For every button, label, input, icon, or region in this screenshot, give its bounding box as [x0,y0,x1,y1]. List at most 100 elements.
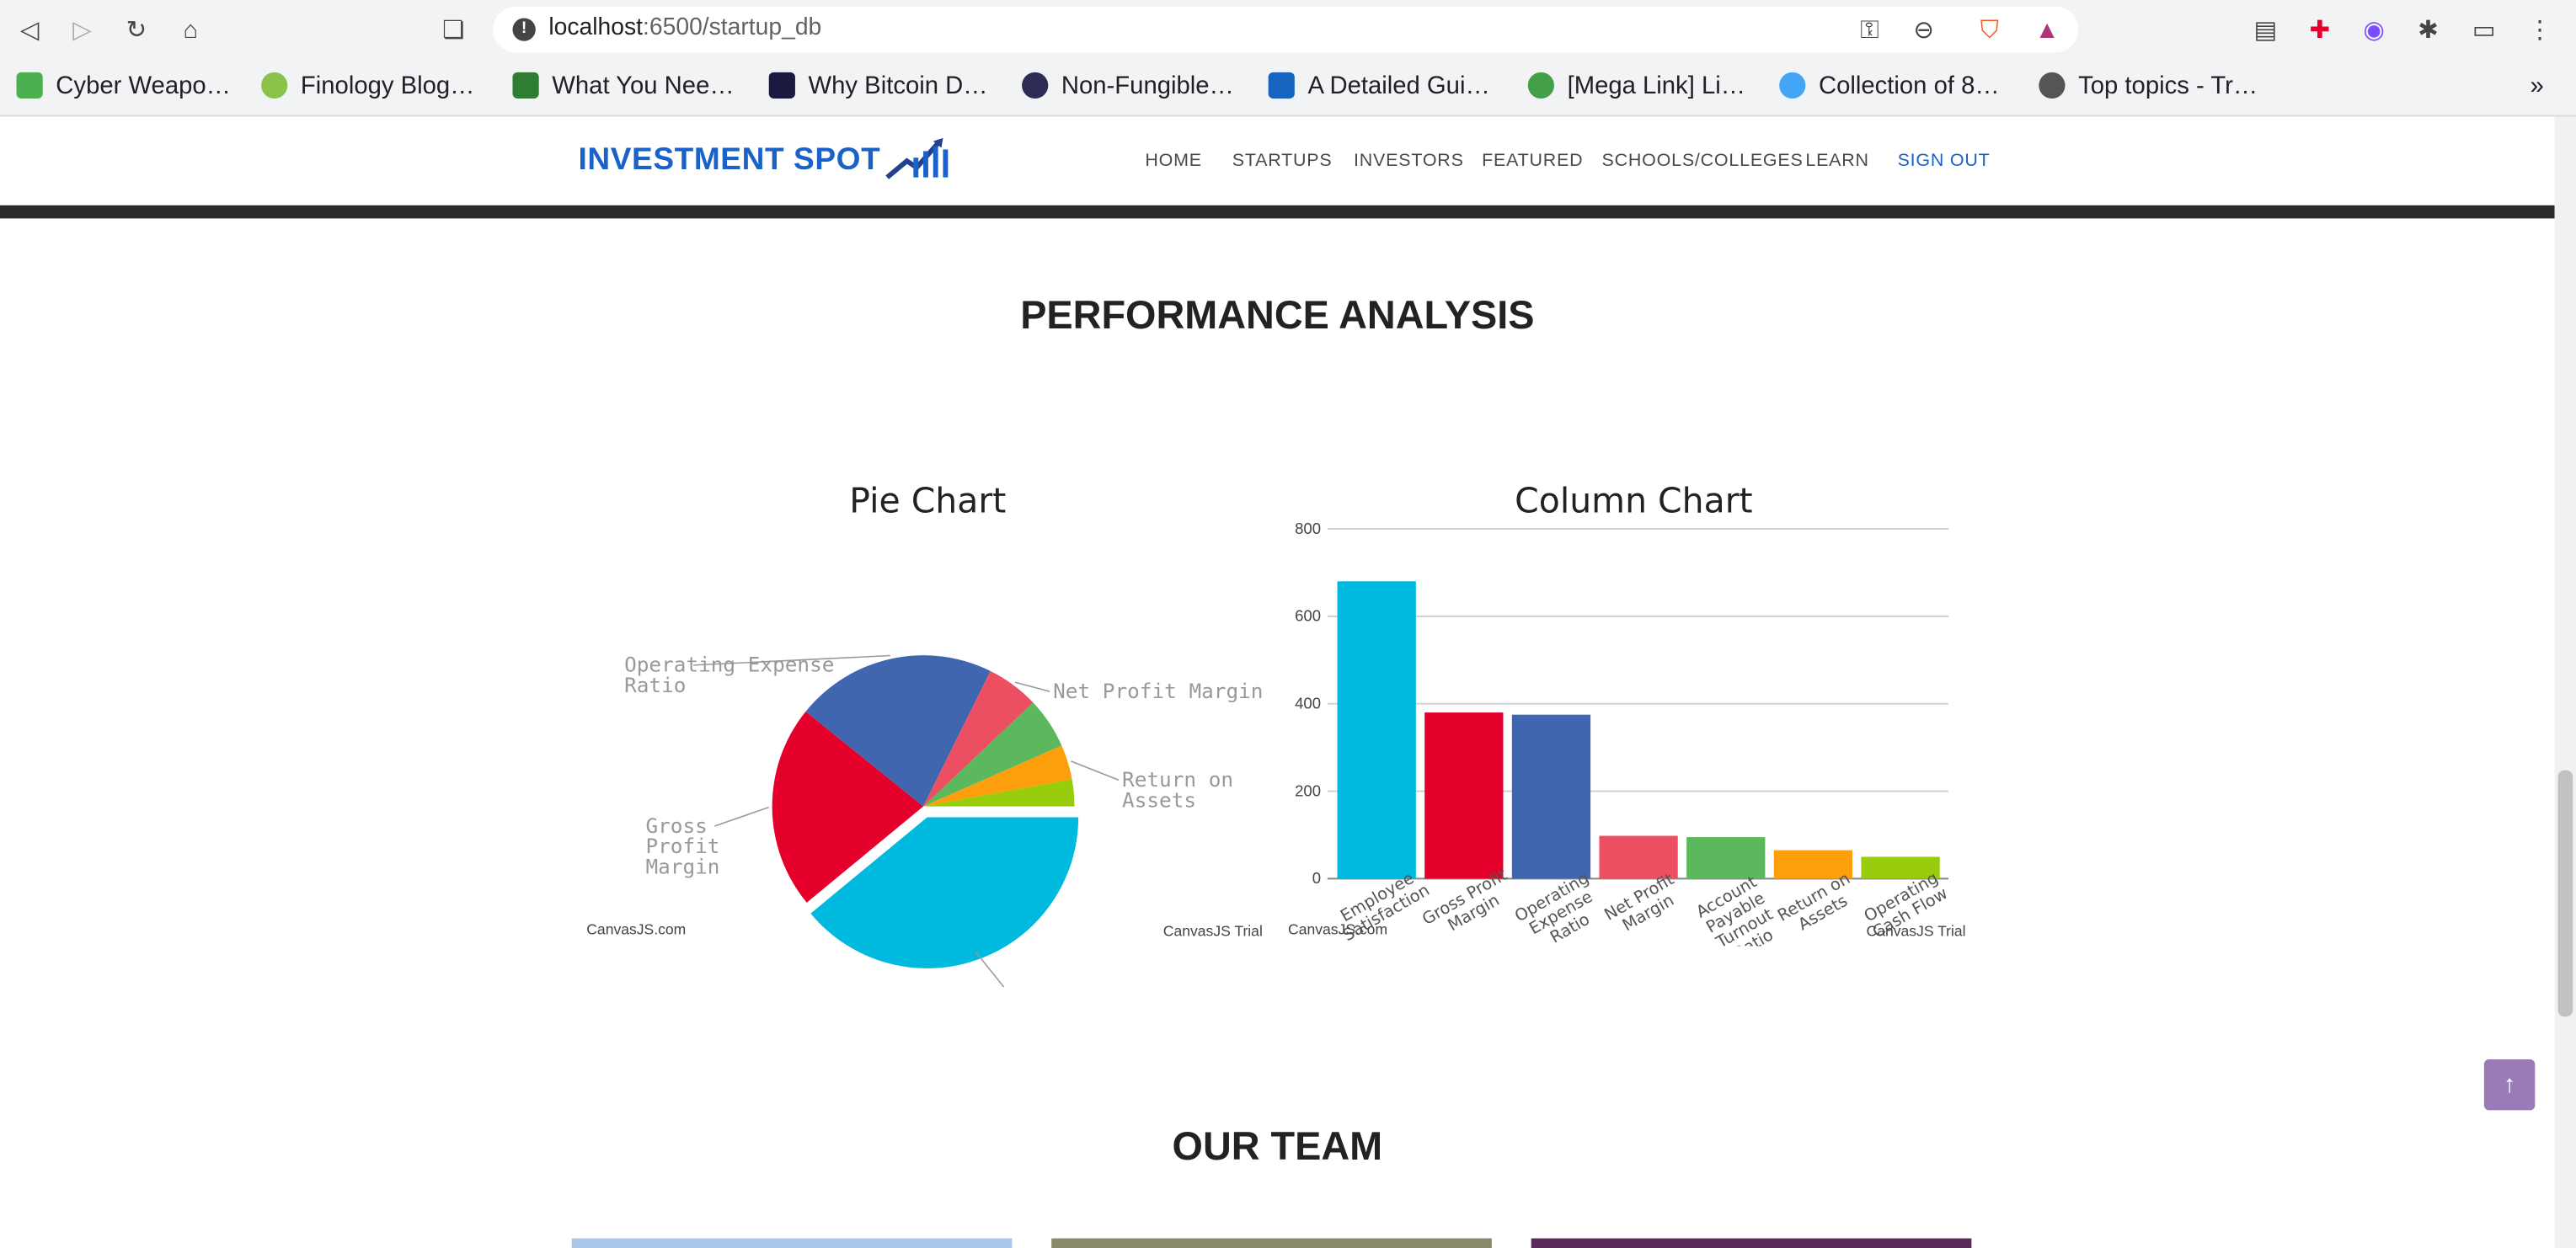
extension-color-icon[interactable]: ◉ [2363,16,2385,45]
x-tick-label: Net ProfitMargin [1601,869,1686,940]
bookmark-item[interactable]: What You Nee… [512,69,735,102]
column-bar[interactable] [1686,837,1766,879]
brave-rewards-icon[interactable]: ▲ [2034,15,2060,44]
pie-label: Net Profit Margin [1053,679,1263,703]
pie-label: Return on Assets [1122,767,1233,812]
bookmark-item[interactable]: Why Bitcoin D… [768,69,988,102]
column-chart-credit-right: CanvasJS Trial [1866,923,1966,940]
pie-slice[interactable] [772,711,924,903]
nav-link-startups[interactable]: STARTUPS [1232,151,1333,171]
team-card-image [1531,1238,1972,1248]
bookmark-favicon [1022,72,1049,99]
bookmark-item[interactable]: Finology Blog… [261,69,474,102]
pie-chart-credit-right: CanvasJS Trial [1162,923,1263,940]
pie-slice[interactable] [923,670,1034,807]
bookmark-label: What You Nee… [552,71,735,99]
forward-icon[interactable]: ▷ [72,16,92,45]
column-bar[interactable] [1511,714,1591,879]
zoom-icon[interactable]: ⊖ [1913,16,1935,45]
pie-slice[interactable] [805,655,991,807]
url-path: :6500/startup_db [643,14,822,41]
bookmark-favicon [512,72,539,99]
bookmark-item[interactable]: [Mega Link] Li… [1527,69,1745,102]
bookmark-favicon [1268,72,1295,99]
site-info-icon[interactable]: ! [512,18,536,41]
site-header: INVESTMENT SPOT HOME STARTUPS INVESTORS … [0,116,2555,205]
bookmark-item[interactable]: Cyber Weapo… [16,69,231,102]
pie-leader-line [1014,681,1050,692]
bookmark-label: A Detailed Gui… [1307,71,1490,99]
x-tick-label: AccountPayableTurnoutRatio [1693,872,1788,946]
brave-shield-icon[interactable]: ⛉ [1980,15,1999,44]
bookmark-favicon [261,72,288,99]
logo-chart-icon [885,137,949,179]
column-chart-title: Column Chart [1515,481,1753,521]
scrollbar-thumb[interactable] [2557,770,2573,1017]
bookmark-label: Finology Blog… [300,71,475,99]
page-scrollbar[interactable] [2554,116,2576,1248]
pie-label: Gross Profit Margin [645,813,719,879]
url-text[interactable]: localhost:6500/startup_db [548,15,821,41]
nav-link-learn[interactable]: LEARN [1805,151,1869,171]
bookmark-item[interactable]: Collection of 8… [1779,69,2000,102]
pie-leader-line [975,951,1005,988]
bookmark-item[interactable]: Non-Fungible… [1022,69,1234,102]
pie-chart: EmployeeSatisfactionGrossProfitMarginOpe… [624,653,1263,988]
y-tick-label: 800 [1295,520,1321,537]
nav-link-sign-out[interactable]: SIGN OUT [1897,151,1991,171]
bookmark-item[interactable]: A Detailed Gui… [1268,69,1490,102]
scroll-to-top-button[interactable]: ↑ [2483,1059,2536,1111]
team-card-image [1051,1238,1492,1248]
pie-slice[interactable] [923,702,1062,807]
bookmark-label: Cyber Weapo… [56,71,231,99]
pie-chart-title: Pie Chart [849,481,1007,521]
home-icon[interactable]: ⌂ [183,15,199,44]
x-tick-label: OperatingExpenseRatio [1511,868,1610,947]
nav-link-schools-colleges[interactable]: SCHOOLS/COLLEGES [1601,151,1804,171]
url-host: localhost [548,14,644,41]
site-logo[interactable]: INVESTMENT SPOT [579,137,949,179]
extension-red-icon[interactable]: ✚ [2309,16,2331,45]
pie-slice[interactable] [810,817,1079,968]
extensions-puzzle-icon[interactable]: ✱ [2418,16,2439,45]
nav-link-investors[interactable]: INVESTORS [1354,151,1464,171]
column-bar[interactable] [1337,581,1416,879]
back-icon[interactable]: ◁ [19,16,40,45]
pie-slice[interactable] [923,745,1072,807]
bookmark-label: Non-Fungible… [1061,71,1234,99]
bookmark-favicon [1779,72,1806,99]
key-icon[interactable]: ⚿ [1860,15,1879,44]
reload-icon[interactable]: ↻ [126,16,147,45]
bookmark-label: Why Bitcoin D… [808,71,988,99]
overflow-label: » [2530,71,2544,99]
header-divider [0,205,2555,219]
column-bar[interactable] [1861,856,1940,879]
column-bar[interactable] [1424,712,1504,879]
column-bar[interactable] [1773,850,1853,879]
bookmark-icon[interactable]: ❏ [442,16,465,45]
nav-link-home[interactable]: HOME [1145,151,1202,171]
bookmark-item[interactable]: Top topics - Tr… [2039,69,2258,102]
pie-slice[interactable] [923,779,1075,807]
bookmarks-overflow-button[interactable]: » [2530,69,2543,102]
pie-leader-line [1071,760,1120,781]
address-bar[interactable] [493,6,2079,53]
globe-icon [2039,72,2066,99]
y-tick-label: 600 [1295,607,1321,625]
y-tick-label: 400 [1295,695,1321,712]
performance-analysis-title: PERFORMANCE ANALYSIS [1020,294,1535,339]
bookmark-favicon [1527,72,1554,99]
y-tick-label: 200 [1295,781,1321,799]
bookmark-label: Top topics - Tr… [2078,71,2258,99]
nav-link-featured[interactable]: FEATURED [1482,151,1584,171]
bookmark-favicon [16,72,43,99]
reader-mode-icon[interactable]: ▤ [2253,16,2278,45]
wallet-icon[interactable]: ▭ [2472,16,2496,45]
menu-icon[interactable]: ⋮ [2527,16,2552,45]
pie-chart-credit-left: CanvasJS.com [586,921,687,938]
pie-label: Operating Expense Ratio [624,653,834,697]
column-bar[interactable] [1599,835,1678,879]
our-team-title: OUR TEAM [1172,1124,1383,1170]
arrow-up-icon: ↑ [2503,1070,2516,1099]
pie-leader-line [692,654,890,666]
